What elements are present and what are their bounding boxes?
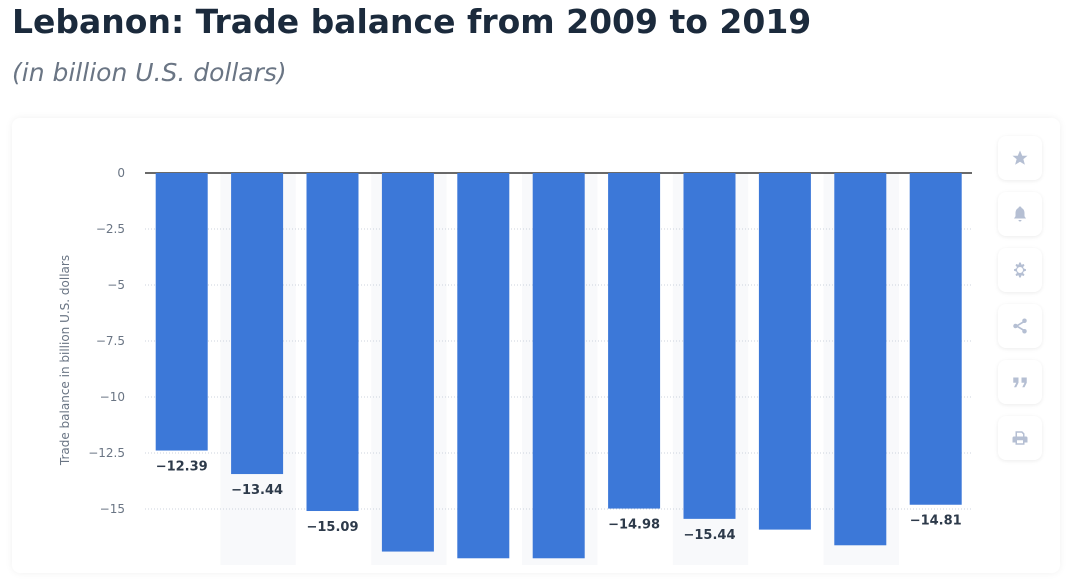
bar-2010[interactable] bbox=[231, 173, 284, 475]
quote-button[interactable] bbox=[998, 360, 1042, 404]
bar-2009[interactable] bbox=[155, 173, 208, 451]
bar-2018[interactable] bbox=[834, 173, 887, 546]
bar-2013[interactable] bbox=[457, 173, 510, 559]
bar-2014[interactable] bbox=[532, 173, 585, 559]
share-icon bbox=[1013, 318, 1027, 334]
y-tick-label: −12.5 bbox=[88, 446, 125, 460]
print-button[interactable] bbox=[998, 416, 1042, 460]
bar-2019[interactable] bbox=[909, 173, 962, 505]
data-label: −14.81 bbox=[910, 514, 962, 529]
data-label: −15.44 bbox=[683, 528, 735, 543]
y-tick-label: 0 bbox=[117, 166, 125, 180]
bar-2016[interactable] bbox=[683, 173, 736, 519]
y-tick-label: −10 bbox=[100, 390, 125, 404]
share-button[interactable] bbox=[998, 304, 1042, 348]
gear-button[interactable] bbox=[998, 248, 1042, 292]
page-subtitle: (in billion U.S. dollars) bbox=[12, 58, 287, 87]
star-icon bbox=[1012, 150, 1028, 165]
data-label: −12.39 bbox=[156, 460, 208, 475]
page-title: Lebanon: Trade balance from 2009 to 2019 bbox=[12, 2, 812, 41]
gear-icon bbox=[1014, 262, 1026, 278]
star-button[interactable] bbox=[998, 136, 1042, 180]
bar-2015[interactable] bbox=[608, 173, 661, 509]
data-label: −15.09 bbox=[306, 520, 358, 535]
quote-icon bbox=[1013, 377, 1027, 388]
bar-2011[interactable] bbox=[306, 173, 359, 512]
y-tick-label: −7.5 bbox=[96, 334, 125, 348]
data-label: −13.44 bbox=[231, 483, 283, 498]
bar-2012[interactable] bbox=[381, 173, 434, 552]
bar-2017[interactable] bbox=[758, 173, 811, 530]
y-tick-label: −15 bbox=[100, 502, 125, 516]
data-label: −14.98 bbox=[608, 518, 660, 533]
y-axis-label: Trade balance in billion U.S. dollars bbox=[58, 255, 72, 466]
y-tick-label: −2.5 bbox=[96, 222, 125, 236]
bell-icon bbox=[1014, 206, 1026, 222]
y-tick-label: −5 bbox=[107, 278, 125, 292]
bell-button[interactable] bbox=[998, 192, 1042, 236]
print-icon bbox=[1012, 431, 1028, 445]
